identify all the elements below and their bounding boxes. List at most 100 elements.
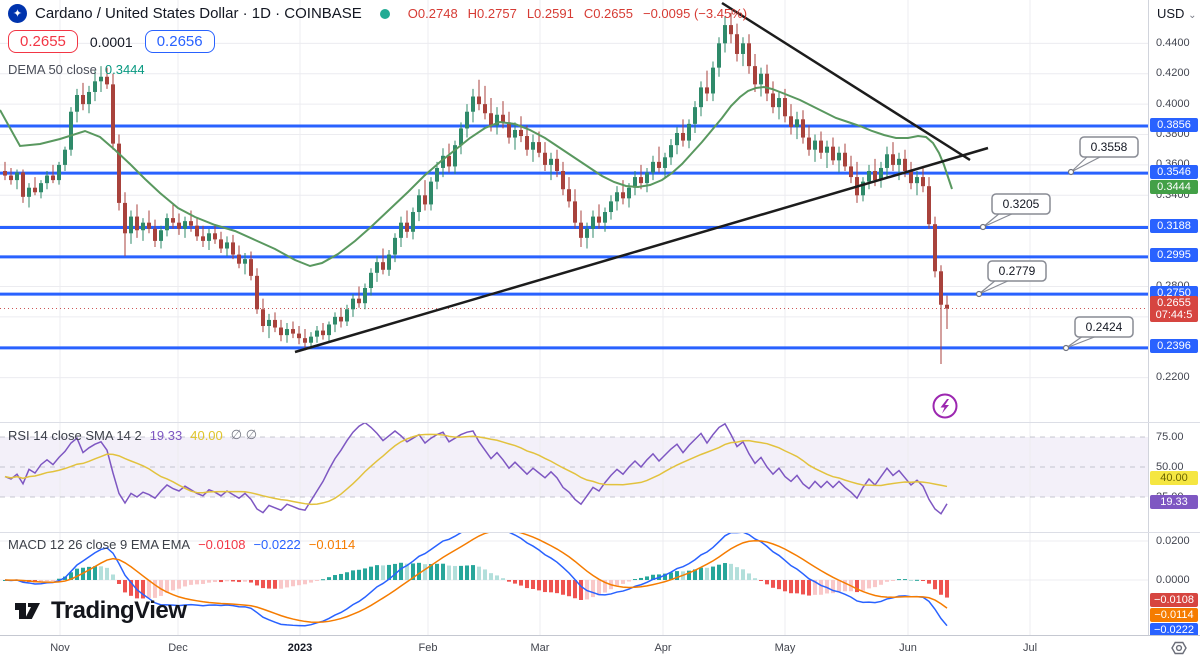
- time-axis-label[interactable]: Mar: [530, 642, 550, 654]
- macd-histogram-bar: [645, 576, 649, 580]
- price-callout[interactable]: 0.2779: [975, 260, 1047, 298]
- axis-tick-label: 0.0000: [1156, 573, 1190, 586]
- time-axis-label[interactable]: May: [774, 642, 796, 654]
- price-callout[interactable]: 0.2424: [1062, 316, 1134, 352]
- ohlc-close: C0.2655: [583, 6, 633, 21]
- candle-body: [441, 155, 445, 168]
- macd-histogram-bar: [807, 580, 811, 596]
- macd-histogram-bar: [69, 572, 73, 580]
- macd-histogram-bar: [171, 580, 175, 591]
- macd-histogram-bar: [303, 580, 307, 585]
- macd-histogram-bar: [507, 580, 511, 582]
- candle-body: [759, 73, 763, 85]
- time-axis[interactable]: Nov Dec 2023 Feb Mar Apr May Jun Jul: [0, 635, 1200, 660]
- ohlc-low: L0.2591: [526, 6, 574, 21]
- macd-histogram-bar: [417, 562, 421, 580]
- candle-body: [603, 212, 607, 223]
- candle-body: [861, 181, 865, 196]
- candle-body: [183, 221, 187, 229]
- macd-histogram-bar: [243, 580, 247, 582]
- candle-body: [81, 94, 85, 105]
- candle-body: [3, 170, 7, 176]
- dema-line[interactable]: [0, 85, 953, 268]
- tradingview-logo[interactable]: TradingView: [14, 597, 187, 625]
- axis-tick-label: 75.00: [1156, 430, 1184, 443]
- axis-tick-label: 0.4400: [1156, 36, 1190, 49]
- time-axis-label[interactable]: Apr: [654, 642, 672, 654]
- macd-histogram-bar: [795, 580, 799, 594]
- candle-body: [897, 158, 901, 165]
- sell-button[interactable]: 0.2655: [8, 30, 78, 53]
- trendline-descending-resistance[interactable]: [721, 1, 971, 162]
- macd-histogram-bar: [261, 580, 265, 589]
- macd-histogram-bar: [573, 580, 577, 599]
- macd-histogram-bar: [147, 580, 151, 599]
- price-callout[interactable]: 0.3558: [1067, 136, 1139, 176]
- candle-body: [783, 98, 787, 117]
- macd-histogram-bar: [207, 580, 211, 583]
- macd-histogram-bar: [237, 580, 241, 583]
- pane-separator[interactable]: [0, 422, 1200, 423]
- macd-histogram-bar: [315, 580, 319, 581]
- macd-histogram-bar: [735, 567, 739, 580]
- rsi-line-value: 19.33: [149, 427, 183, 443]
- candle-body: [297, 333, 301, 339]
- macd-histogram-bar: [543, 580, 547, 593]
- time-axis-label[interactable]: Dec: [168, 642, 188, 654]
- macd-histogram-bar: [459, 565, 463, 580]
- gear-icon[interactable]: [1170, 639, 1188, 657]
- macd-legend[interactable]: MACD 12 26 close 9 EMA EMA −0.0108 −0.02…: [8, 537, 355, 552]
- macd-hist-badge: −0.0108: [1150, 592, 1198, 607]
- callout-tail: [1065, 335, 1098, 349]
- macd-histogram-bar: [393, 563, 397, 580]
- trendline-ascending-support[interactable]: [294, 146, 989, 354]
- tradingview-mark-icon: [15, 603, 40, 619]
- price-callout[interactable]: 0.3205: [979, 193, 1051, 231]
- macd-histogram-bar: [513, 580, 517, 584]
- currency-selector[interactable]: USD ⌄: [1157, 6, 1196, 21]
- macd-histogram-bar: [861, 580, 865, 591]
- candle-body: [243, 259, 247, 264]
- macd-histogram-bar: [387, 564, 391, 580]
- time-axis-label[interactable]: 2023: [287, 642, 313, 654]
- macd-histogram-bar: [945, 580, 949, 598]
- candle-body: [801, 119, 805, 138]
- axis-tick-label: 50.00: [1156, 460, 1184, 473]
- candle-body: [693, 107, 697, 124]
- symbol-header[interactable]: ✦ Cardano / United States Dollar · 1D · …: [8, 4, 747, 23]
- time-axis-label[interactable]: Jul: [1022, 642, 1038, 654]
- candle-body: [915, 177, 919, 184]
- candle-body: [663, 157, 667, 168]
- chart-svg: 0.3558 0.3205 0.2779 0.2424: [0, 0, 1148, 635]
- candle-body: [471, 96, 475, 112]
- buy-button[interactable]: 0.2656: [144, 30, 215, 53]
- candle-body: [459, 128, 463, 146]
- pane-separator[interactable]: [0, 532, 1200, 533]
- candle-body: [729, 25, 733, 35]
- market-status-icon[interactable]: [379, 8, 390, 19]
- candle-body: [939, 271, 943, 305]
- dema-legend[interactable]: DEMA 50 close 0.3444: [8, 62, 145, 77]
- time-axis-label[interactable]: Nov: [50, 642, 70, 654]
- time-axis-label[interactable]: Jun: [899, 642, 917, 654]
- macd-histogram-bar: [549, 580, 553, 593]
- candle-body: [525, 136, 529, 150]
- flash-icon[interactable]: [932, 393, 958, 419]
- candle-body: [45, 175, 49, 184]
- candle-body: [873, 170, 877, 181]
- symbol-title[interactable]: Cardano / United States Dollar · 1D · CO…: [35, 5, 362, 22]
- axis-tick-label: 0.0200: [1156, 534, 1190, 547]
- price-axis[interactable]: USD ⌄ 0.44000.42000.40000.38000.36000.34…: [1148, 0, 1200, 637]
- macd-histogram-bar: [291, 580, 295, 587]
- time-axis-label[interactable]: Feb: [418, 642, 438, 654]
- axis-tick-label: 0.4000: [1156, 97, 1190, 110]
- macd-histogram-bar: [885, 580, 889, 582]
- rsi-legend[interactable]: RSI 14 close SMA 14 2 19.33 40.00 ∅ ∅: [8, 427, 257, 443]
- candle-body: [807, 137, 811, 150]
- macd-histogram-bar: [345, 572, 349, 580]
- candle-body: [249, 259, 253, 276]
- macd-histogram-bar: [381, 565, 385, 580]
- candle-body: [579, 222, 583, 238]
- quote-panel: 0.2655 0.0001 0.2656: [8, 30, 215, 53]
- candle-body: [9, 175, 13, 181]
